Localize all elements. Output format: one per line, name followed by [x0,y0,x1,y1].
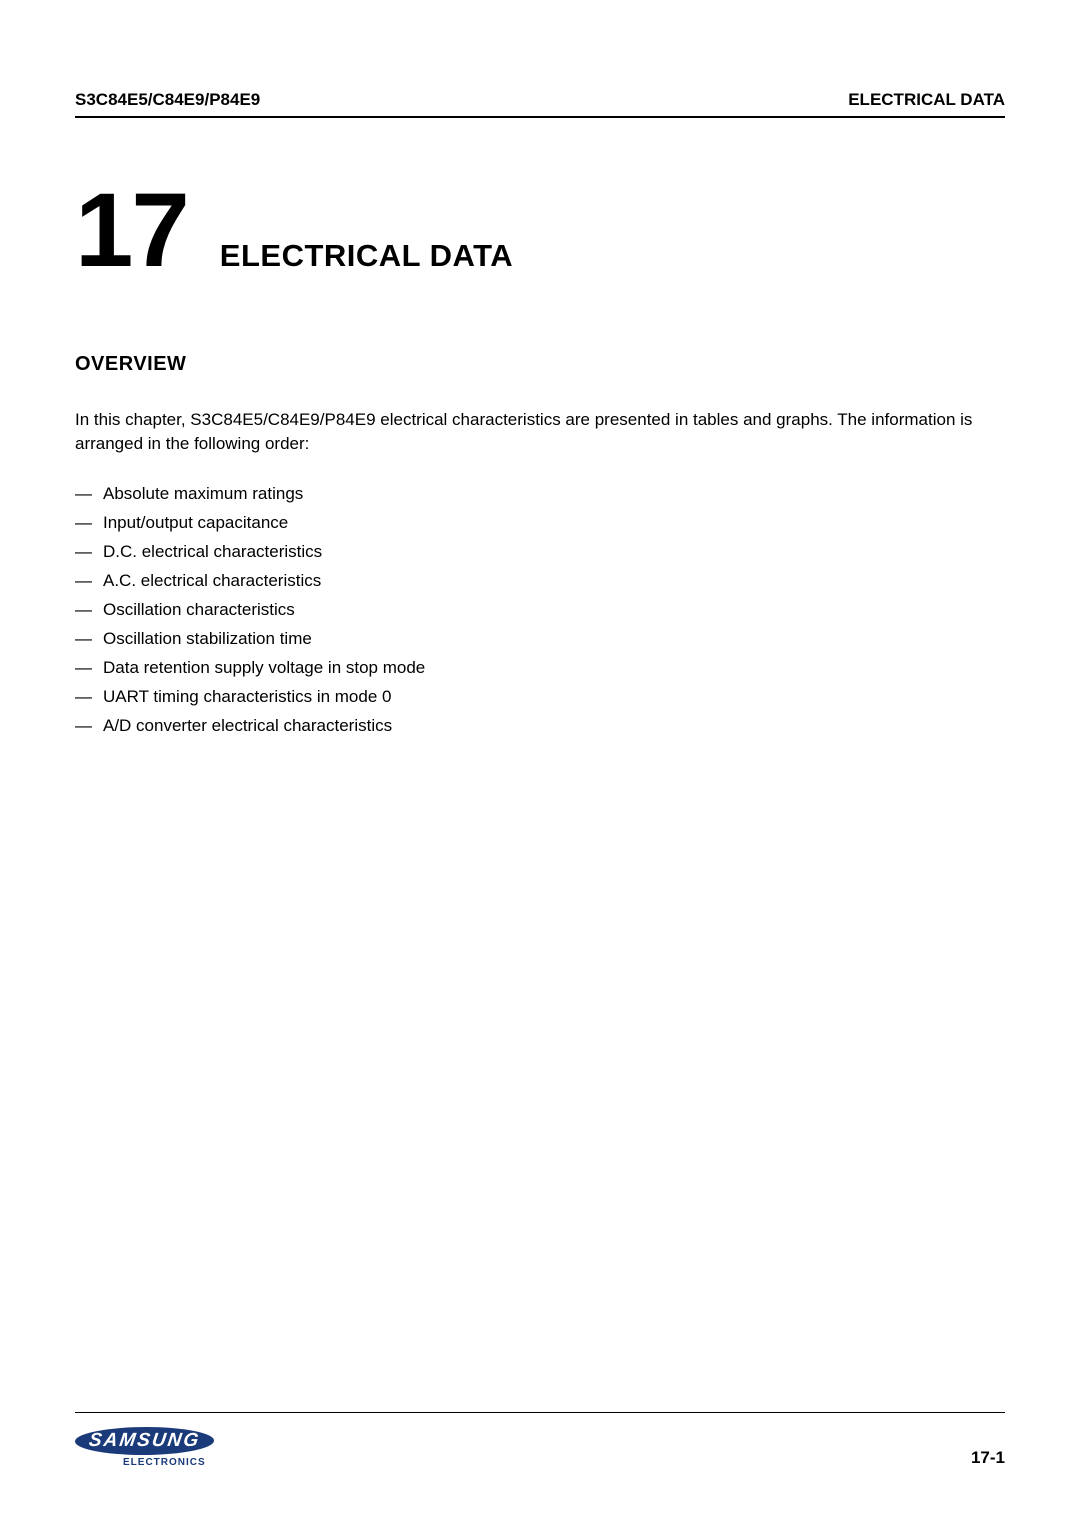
list-item: Data retention supply voltage in stop mo… [75,658,1005,678]
list-item: UART timing characteristics in mode 0 [75,687,1005,707]
footer-divider [75,1412,1005,1413]
page-number: 17-1 [971,1448,1005,1468]
list-item: Input/output capacitance [75,513,1005,533]
page-container: S3C84E5/C84E9/P84E9 ELECTRICAL DATA 17 E… [0,0,1080,1528]
list-item: A/D converter electrical characteristics [75,716,1005,736]
chapter-title: ELECTRICAL DATA [220,238,513,274]
bullet-list: Absolute maximum ratings Input/output ca… [75,484,1005,736]
list-item: D.C. electrical characteristics [75,542,1005,562]
list-item: Oscillation stabilization time [75,629,1005,649]
header-left-text: S3C84E5/C84E9/P84E9 [75,90,260,110]
chapter-number: 17 [75,178,188,283]
top-header: S3C84E5/C84E9/P84E9 ELECTRICAL DATA [75,90,1005,118]
header-right-text: ELECTRICAL DATA [848,90,1005,110]
list-item: A.C. electrical characteristics [75,571,1005,591]
list-item: Oscillation characteristics [75,600,1005,620]
section-title: OVERVIEW [75,353,1005,376]
logo-sub-text: ELECTRONICS [123,1457,206,1468]
list-item: Absolute maximum ratings [75,484,1005,504]
intro-paragraph: In this chapter, S3C84E5/C84E9/P84E9 ele… [75,408,1005,456]
footer-content: SAMSUNG ELECTRONICS 17-1 [75,1427,1005,1468]
footer: SAMSUNG ELECTRONICS 17-1 [75,1412,1005,1468]
samsung-logo: SAMSUNG ELECTRONICS [75,1427,214,1468]
logo-main-text: SAMSUNG [73,1427,216,1455]
chapter-heading: 17 ELECTRICAL DATA [75,178,1005,283]
